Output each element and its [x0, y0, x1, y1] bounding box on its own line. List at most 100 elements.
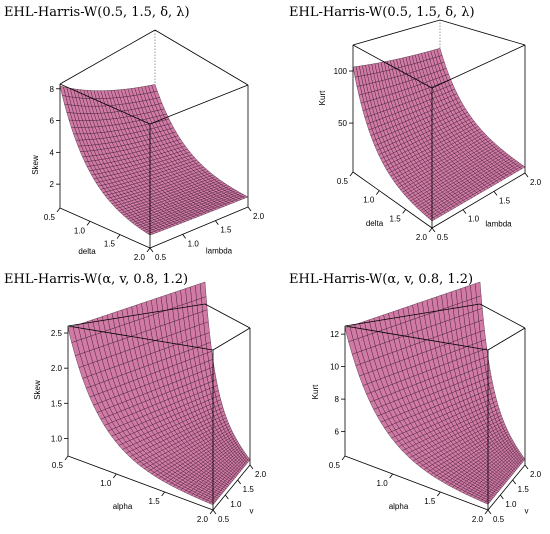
box-edge — [59, 207, 151, 249]
z-axis-label: Skew — [33, 380, 42, 400]
chart-svg-1: EHL-Harris-W(0.5, 1.5, δ, λ)2468Skew0.51… — [4, 5, 265, 262]
box-edge — [344, 455, 489, 511]
y-tick-label: 0.5 — [218, 515, 230, 524]
x-tick — [161, 491, 165, 497]
y-tick-label: 1.5 — [499, 196, 511, 205]
z-tick-label: 2.0 — [51, 364, 63, 373]
y-tick-label: 1.0 — [468, 215, 480, 224]
y-tick — [524, 464, 529, 470]
x-tick-label: 1.0 — [377, 479, 389, 488]
chart-group: EHL-Harris-W(0.5, 1.5, δ, λ)50100Kurt0.5… — [289, 5, 542, 242]
chart-title: EHL-Harris-W(α, v, 0.8, 1.2) — [289, 272, 473, 287]
y-axis-label: v — [525, 507, 529, 516]
x-tick-label: 2.0 — [134, 253, 146, 262]
y-tick-label: 1.0 — [230, 500, 242, 509]
y-tick-label: 0.5 — [493, 515, 505, 524]
y-tick-label: 1.0 — [505, 500, 517, 509]
box-edge — [154, 29, 249, 86]
x-tick — [376, 190, 380, 195]
y-tick-label: 0.5 — [437, 233, 449, 242]
x-tick — [146, 247, 151, 253]
chart-panel-4: EHL-Harris-W(α, v, 0.8, 1.2) 6 8 10 12 Kurt 0.… — [275, 267, 550, 534]
x-tick — [437, 491, 441, 497]
x-axis-label: delta — [78, 247, 96, 256]
chart-title: EHL-Harris-W(α, v, 0.8, 1.2) — [4, 272, 188, 287]
y-tick-label: 2.0 — [253, 212, 265, 221]
chart-panel-3: EHL-Harris-W(α, v, 0.8, 1.2) 1.0 1.5 2.0 2.5… — [0, 267, 275, 534]
x-tick-label: 0.5 — [329, 461, 341, 470]
box-edge — [352, 44, 433, 89]
chart-svg-3: EHL-Harris-W(α, v, 0.8, 1.2) 1.01.5 2.0 2.5… — [4, 272, 267, 524]
z-tick-label: 50 — [338, 119, 347, 128]
box-edge — [149, 206, 249, 249]
z-tick-label: 2.5 — [51, 329, 63, 338]
box-edge — [149, 84, 249, 125]
x-tick-label: 0.5 — [52, 461, 64, 470]
x-tick — [402, 209, 406, 214]
x-tick-label: 1.5 — [424, 497, 436, 506]
x-tick-label: 0.5 — [44, 213, 56, 222]
x-axis-label: alpha — [113, 502, 133, 511]
y-tick-label: 1.0 — [188, 239, 200, 248]
z-tick-label: 8 — [50, 85, 55, 94]
x-tick — [113, 473, 117, 479]
y-tick — [215, 220, 219, 225]
x-tick-label: 1.0 — [363, 196, 375, 205]
box-edge — [431, 172, 526, 229]
box-edge — [487, 464, 526, 511]
x-tick — [209, 509, 214, 515]
box-edge — [204, 303, 251, 329]
surface-cell — [59, 85, 66, 97]
y-tick — [225, 494, 229, 500]
box-edge — [352, 19, 441, 46]
x-axis-label: delta — [366, 219, 384, 228]
y-tick — [431, 227, 436, 233]
box-edge — [479, 303, 526, 329]
chart-title: EHL-Harris-W(0.5, 1.5, δ, λ) — [4, 5, 190, 20]
z-axis-label: Kurt — [318, 90, 327, 105]
box-edge — [431, 44, 526, 89]
z-tick-label: 2 — [50, 180, 55, 189]
y-tick — [249, 464, 254, 470]
surface-mesh — [67, 281, 251, 505]
y-tick — [493, 191, 498, 196]
y-tick-label: 2.0 — [530, 178, 542, 187]
y-tick — [149, 247, 154, 253]
x-tick — [341, 455, 346, 461]
surface-mesh — [352, 48, 526, 222]
chart-group: EHL-Harris-W(α, v, 0.8, 1.2)681012Kurt0.… — [289, 272, 542, 524]
box-edge — [212, 464, 251, 511]
box-edge — [67, 303, 206, 327]
surface-cell — [352, 66, 359, 78]
z-tick-label: 6 — [50, 117, 55, 126]
surface-mesh — [344, 281, 526, 505]
y-tick-label: 0.5 — [155, 253, 167, 262]
y-tick-label: 1.5 — [220, 226, 232, 235]
chart-panel-2: EHL-Harris-W(0.5, 1.5, δ, λ) 50 100 Kurt 0.5… — [275, 0, 550, 267]
y-tick-label: 2.0 — [530, 470, 542, 479]
y-axis-label: lambda — [206, 247, 233, 256]
x-tick-label: 1.5 — [390, 214, 402, 223]
box-edge — [352, 171, 433, 229]
box-edge — [59, 29, 156, 85]
y-tick — [512, 479, 516, 485]
box-edge — [59, 83, 151, 125]
z-axis-label: Kurt — [311, 384, 320, 399]
z-tick-label: 12 — [330, 330, 339, 339]
x-tick — [389, 473, 393, 479]
y-tick-label: 1.5 — [243, 485, 255, 494]
surface-mesh — [59, 84, 249, 236]
chart-svg-2: EHL-Harris-W(0.5, 1.5, δ, λ)50100Kurt0.5… — [289, 5, 542, 242]
z-tick-label: 100 — [334, 67, 348, 76]
x-tick-label: 2.0 — [472, 515, 484, 524]
chart-svg-4: EHL-Harris-W(α, v, 0.8, 1.2)681012Kurt0.… — [289, 272, 542, 524]
z-tick-label: 6 — [335, 428, 340, 437]
chart-group: EHL-Harris-W(0.5, 1.5, δ, λ)2468Skew0.51… — [4, 5, 265, 262]
x-tick-label: 1.0 — [74, 226, 86, 235]
y-tick-label: 1.5 — [518, 485, 530, 494]
z-tick-label: 10 — [330, 363, 339, 372]
y-tick — [487, 509, 492, 515]
y-tick — [247, 206, 252, 212]
box-edge — [212, 327, 251, 351]
box-edge — [344, 325, 489, 351]
